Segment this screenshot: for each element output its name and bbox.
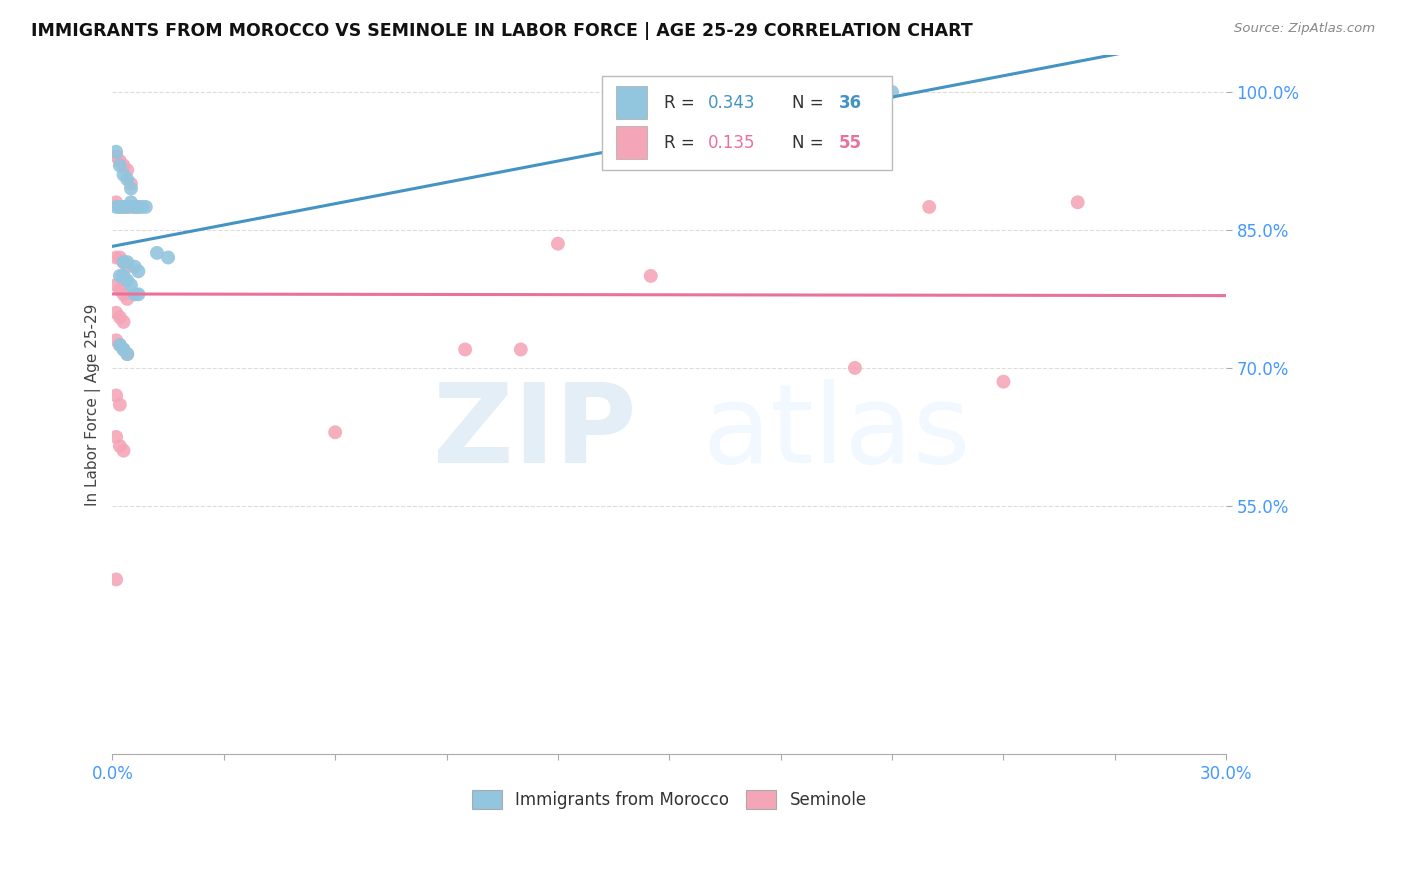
Point: [117, 172, 139, 186]
Y-axis label: In Labor Force | Age 25-29: In Labor Force | Age 25-29: [86, 303, 101, 506]
Point: [918, 200, 941, 214]
Point: [117, 260, 139, 274]
Point: [120, 200, 142, 214]
Point: [105, 251, 128, 265]
Point: [105, 278, 128, 293]
Point: [117, 200, 139, 214]
Point: [124, 200, 146, 214]
Point: [112, 315, 135, 329]
Point: [124, 287, 146, 301]
Point: [112, 343, 135, 357]
Text: ZIP: ZIP: [433, 379, 636, 486]
Point: [105, 149, 128, 163]
Point: [640, 268, 662, 283]
Point: [509, 343, 531, 357]
Point: [993, 375, 1015, 389]
Point: [825, 103, 848, 118]
Point: [105, 200, 128, 214]
Point: [105, 430, 128, 444]
Point: [127, 264, 149, 278]
Point: [108, 268, 131, 283]
Point: [108, 153, 131, 168]
FancyBboxPatch shape: [603, 76, 891, 170]
Point: [112, 255, 135, 269]
Point: [105, 145, 128, 159]
Point: [117, 292, 139, 306]
Text: atlas: atlas: [703, 379, 972, 486]
Point: [844, 360, 866, 375]
Point: [105, 306, 128, 320]
Point: [108, 310, 131, 325]
Point: [105, 195, 128, 210]
Point: [117, 200, 139, 214]
Point: [112, 255, 135, 269]
Text: 0.135: 0.135: [709, 134, 756, 152]
Point: [112, 159, 135, 173]
Text: 0.343: 0.343: [709, 94, 756, 112]
Point: [547, 236, 569, 251]
Point: [124, 260, 146, 274]
Point: [112, 200, 135, 214]
Point: [157, 251, 180, 265]
Point: [112, 168, 135, 182]
Point: [108, 283, 131, 297]
Point: [117, 163, 139, 178]
Point: [127, 287, 149, 301]
Text: 36: 36: [838, 94, 862, 112]
Point: [108, 200, 131, 214]
Text: R =: R =: [664, 94, 700, 112]
FancyBboxPatch shape: [616, 86, 647, 120]
Point: [108, 159, 131, 173]
Point: [454, 343, 477, 357]
Point: [120, 181, 142, 195]
Point: [120, 177, 142, 191]
Point: [117, 347, 139, 361]
Point: [117, 347, 139, 361]
Text: N =: N =: [792, 94, 828, 112]
Point: [1066, 195, 1088, 210]
Point: [112, 287, 135, 301]
Point: [117, 273, 139, 287]
Point: [105, 333, 128, 347]
Point: [120, 278, 142, 293]
Text: IMMIGRANTS FROM MOROCCO VS SEMINOLE IN LABOR FORCE | AGE 25-29 CORRELATION CHART: IMMIGRANTS FROM MOROCCO VS SEMINOLE IN L…: [31, 22, 973, 40]
Point: [108, 338, 131, 352]
Text: N =: N =: [792, 134, 828, 152]
Point: [146, 246, 169, 260]
Point: [124, 200, 146, 214]
Legend: Immigrants from Morocco, Seminole: Immigrants from Morocco, Seminole: [465, 783, 873, 816]
Point: [112, 443, 135, 458]
Point: [127, 200, 149, 214]
Point: [105, 573, 128, 587]
Point: [108, 439, 131, 453]
Text: Source: ZipAtlas.com: Source: ZipAtlas.com: [1234, 22, 1375, 36]
Point: [108, 338, 131, 352]
Point: [108, 398, 131, 412]
Point: [108, 251, 131, 265]
Point: [120, 195, 142, 210]
Text: 55: 55: [838, 134, 862, 152]
Point: [112, 343, 135, 357]
Point: [108, 200, 131, 214]
Text: R =: R =: [664, 134, 700, 152]
Point: [131, 200, 153, 214]
Point: [117, 255, 139, 269]
Point: [112, 200, 135, 214]
Point: [880, 85, 903, 99]
Point: [127, 200, 149, 214]
Point: [323, 425, 346, 440]
FancyBboxPatch shape: [616, 126, 647, 160]
Point: [112, 268, 135, 283]
Point: [135, 200, 157, 214]
Point: [105, 388, 128, 402]
